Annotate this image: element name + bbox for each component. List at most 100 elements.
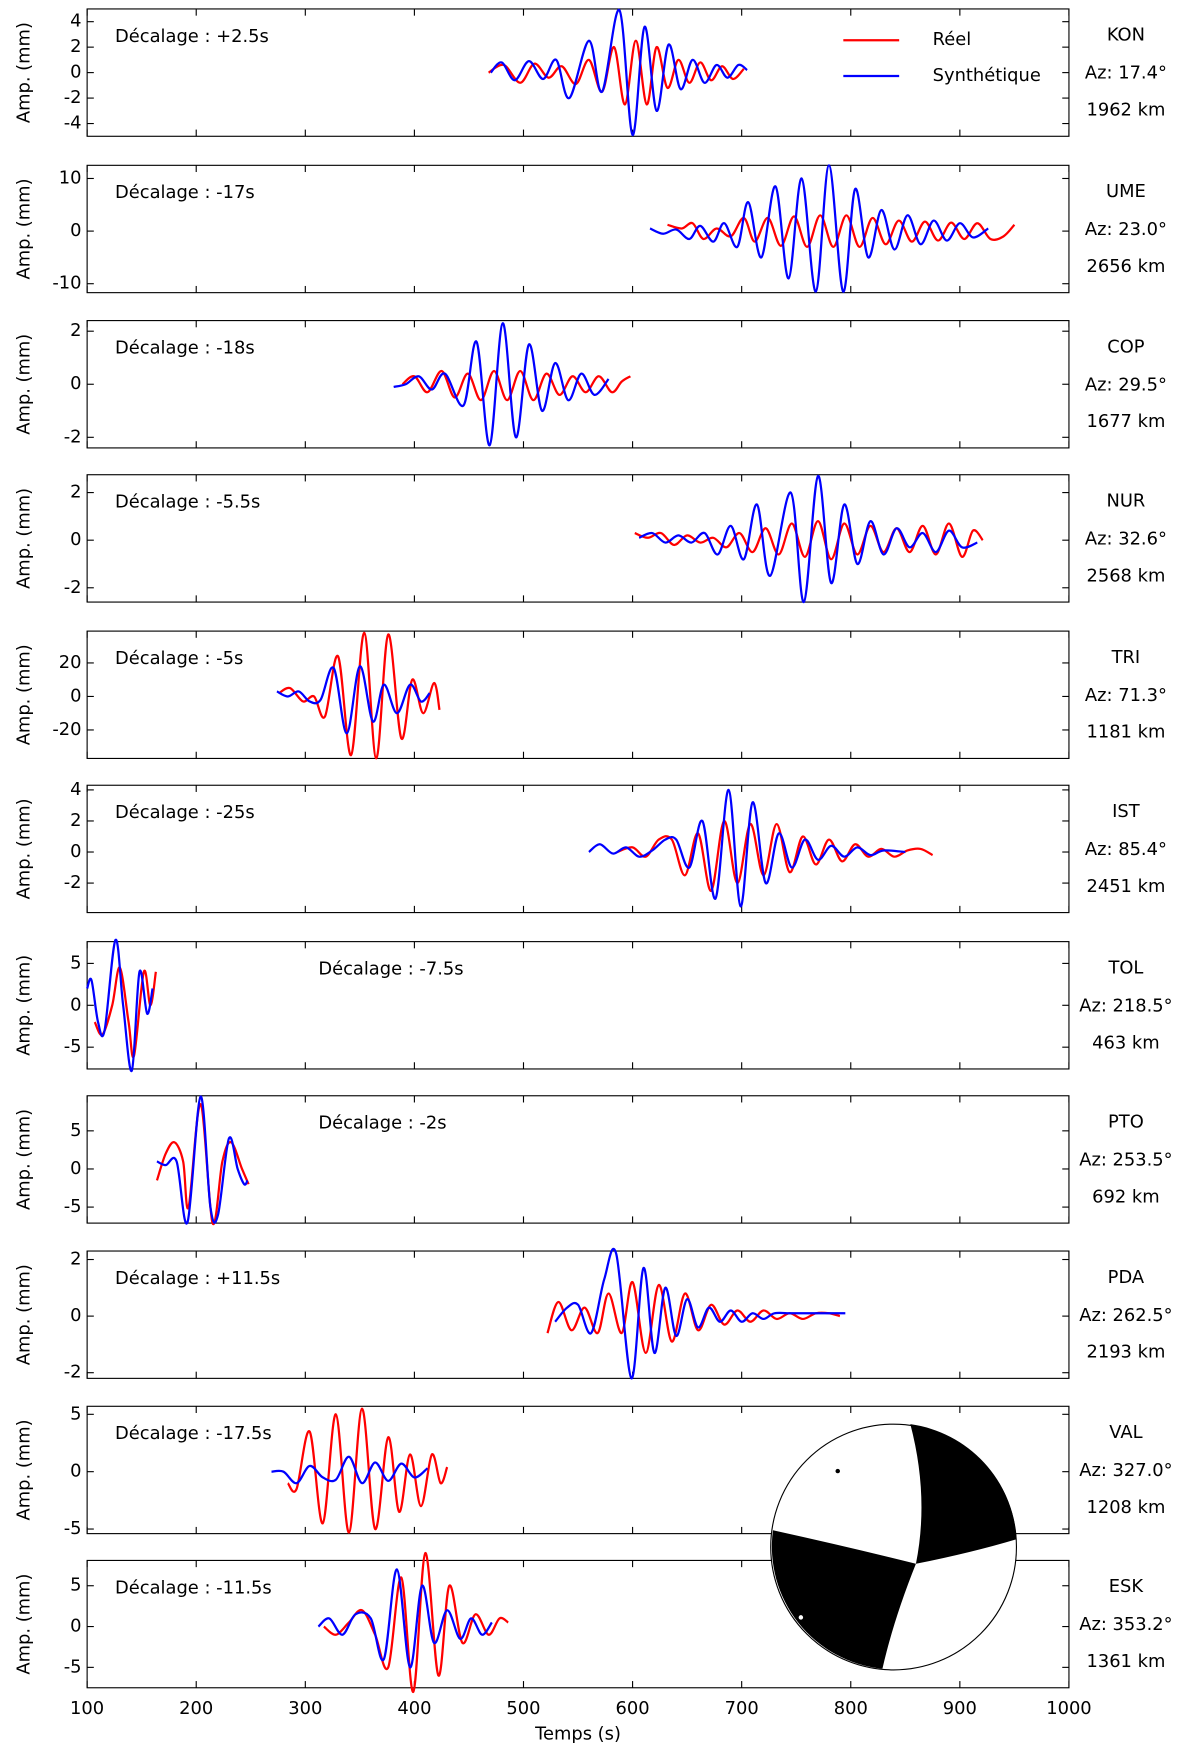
y-axis-label: Amp. (mm): [14, 1419, 35, 1520]
station-name: TRI: [1111, 647, 1141, 668]
y-tick-label: 5: [70, 1403, 81, 1424]
plot-frame: [86, 784, 1070, 914]
legend-label: Synthétique: [933, 65, 1041, 86]
x-tick-label: 100: [70, 1698, 104, 1719]
waveform: [588, 788, 906, 908]
waveform: [638, 474, 978, 604]
y-tick-label: 5: [70, 1120, 81, 1141]
annotation: Décalage : +11.5s: [115, 1268, 280, 1289]
waveform: [489, 9, 748, 137]
station-distance: 1181 km: [1086, 722, 1165, 743]
station-name: VAL: [1109, 1422, 1142, 1443]
station-distance: 1677 km: [1086, 411, 1165, 432]
station-azimuth: Az: 17.4°: [1085, 63, 1167, 84]
station-azimuth: Az: 32.6°: [1085, 529, 1167, 550]
y-tick-label: -2: [64, 87, 82, 108]
y-tick-label: 0: [70, 62, 81, 83]
station-distance: 463 km: [1092, 1032, 1160, 1053]
y-axis-label: Amp. (mm): [14, 334, 35, 435]
waveform: [317, 1568, 493, 1669]
x-tick-label: 500: [506, 1698, 540, 1719]
y-axis-label: Amp. (mm): [14, 798, 35, 899]
station-azimuth: Az: 218.5°: [1079, 995, 1172, 1016]
y-tick-label: 0: [70, 1616, 81, 1637]
annotation: Décalage : -11.5s: [115, 1577, 272, 1598]
station-name: IST: [1112, 801, 1140, 822]
station-distance: 2568 km: [1086, 565, 1165, 586]
annotation: Décalage : -5.5s: [115, 492, 260, 513]
x-tick-label: 400: [397, 1698, 431, 1719]
station-distance: 2193 km: [1086, 1342, 1165, 1363]
compression-quadrant: [771, 1530, 916, 1669]
station-distance: 2656 km: [1086, 256, 1165, 277]
station-name: COP: [1107, 336, 1145, 357]
y-tick-label: -5: [64, 1196, 82, 1217]
station-azimuth: Az: 23.0°: [1085, 219, 1167, 240]
plot-frame: [86, 630, 1070, 759]
station-azimuth: Az: 262.5°: [1079, 1305, 1172, 1326]
annotation: Décalage : +2.5s: [115, 26, 269, 47]
waveform: [323, 1551, 509, 1693]
y-tick-label: 4: [70, 779, 81, 800]
x-tick-label: 700: [725, 1698, 759, 1719]
station-distance: 692 km: [1092, 1186, 1160, 1207]
plot-frame: [86, 1095, 1070, 1224]
y-tick-label: 0: [70, 1305, 81, 1326]
y-tick-label: -2: [64, 426, 82, 447]
y-tick-label: 0: [70, 994, 81, 1015]
y-tick-label: 4: [70, 11, 81, 32]
y-axis-label: Amp. (mm): [14, 1574, 35, 1675]
waveform: [667, 214, 1016, 249]
y-tick-label: 0: [70, 841, 81, 862]
y-tick-label: 2: [70, 810, 81, 831]
station-name: UME: [1106, 181, 1146, 202]
x-tick-label: 300: [288, 1698, 322, 1719]
y-tick-label: -5: [64, 1656, 82, 1677]
waveform: [401, 369, 631, 402]
station-distance: 1361 km: [1086, 1651, 1165, 1672]
y-axis-label: Amp. (mm): [14, 178, 35, 279]
x-tick-label: 1000: [1046, 1698, 1091, 1719]
y-axis-label: Amp. (mm): [14, 488, 35, 589]
y-tick-label: 5: [70, 952, 81, 973]
y-tick-label: 2: [70, 1249, 81, 1270]
y-axis-label: Amp. (mm): [14, 1264, 35, 1365]
station-name: TOL: [1107, 957, 1143, 978]
waveform: [271, 1455, 429, 1485]
waveform: [616, 819, 934, 892]
focal-mechanism: [770, 1423, 1018, 1671]
station-distance: 1208 km: [1086, 1497, 1165, 1518]
y-tick-label: 0: [70, 220, 81, 241]
y-axis-label: Amp. (mm): [14, 22, 35, 123]
station-name: ESK: [1109, 1576, 1145, 1597]
y-tick-label: 10: [59, 167, 82, 188]
y-tick-label: -20: [52, 719, 81, 740]
waveform: [278, 631, 441, 760]
y-tick-label: -2: [64, 1362, 82, 1383]
y-tick-label: 0: [70, 685, 81, 706]
waveform: [156, 1095, 249, 1225]
station-name: NUR: [1106, 491, 1145, 512]
plot-frame: [86, 1250, 1070, 1379]
station-azimuth: Az: 29.5°: [1085, 374, 1167, 395]
x-tick-label: 600: [616, 1698, 650, 1719]
annotation: Décalage : -5s: [115, 648, 243, 669]
axis-dot: [835, 1468, 840, 1474]
station-name: KON: [1107, 25, 1145, 46]
x-tick-label: 200: [179, 1698, 213, 1719]
plot-frame: [86, 941, 1070, 1070]
waveform: [554, 1247, 846, 1380]
waveform: [276, 665, 431, 735]
y-tick-label: 2: [70, 36, 81, 57]
waveform: [86, 938, 154, 1072]
y-tick-label: 0: [70, 373, 81, 394]
y-axis-label: Amp. (mm): [14, 955, 35, 1056]
annotation: Décalage : -17.5s: [115, 1423, 272, 1444]
y-tick-label: 2: [70, 320, 81, 341]
station-distance: 2451 km: [1086, 876, 1165, 897]
station-azimuth: Az: 353.2°: [1079, 1614, 1172, 1635]
y-axis-label: Amp. (mm): [14, 1109, 35, 1210]
y-tick-label: 0: [70, 1158, 81, 1179]
y-tick-label: -10: [52, 273, 81, 294]
